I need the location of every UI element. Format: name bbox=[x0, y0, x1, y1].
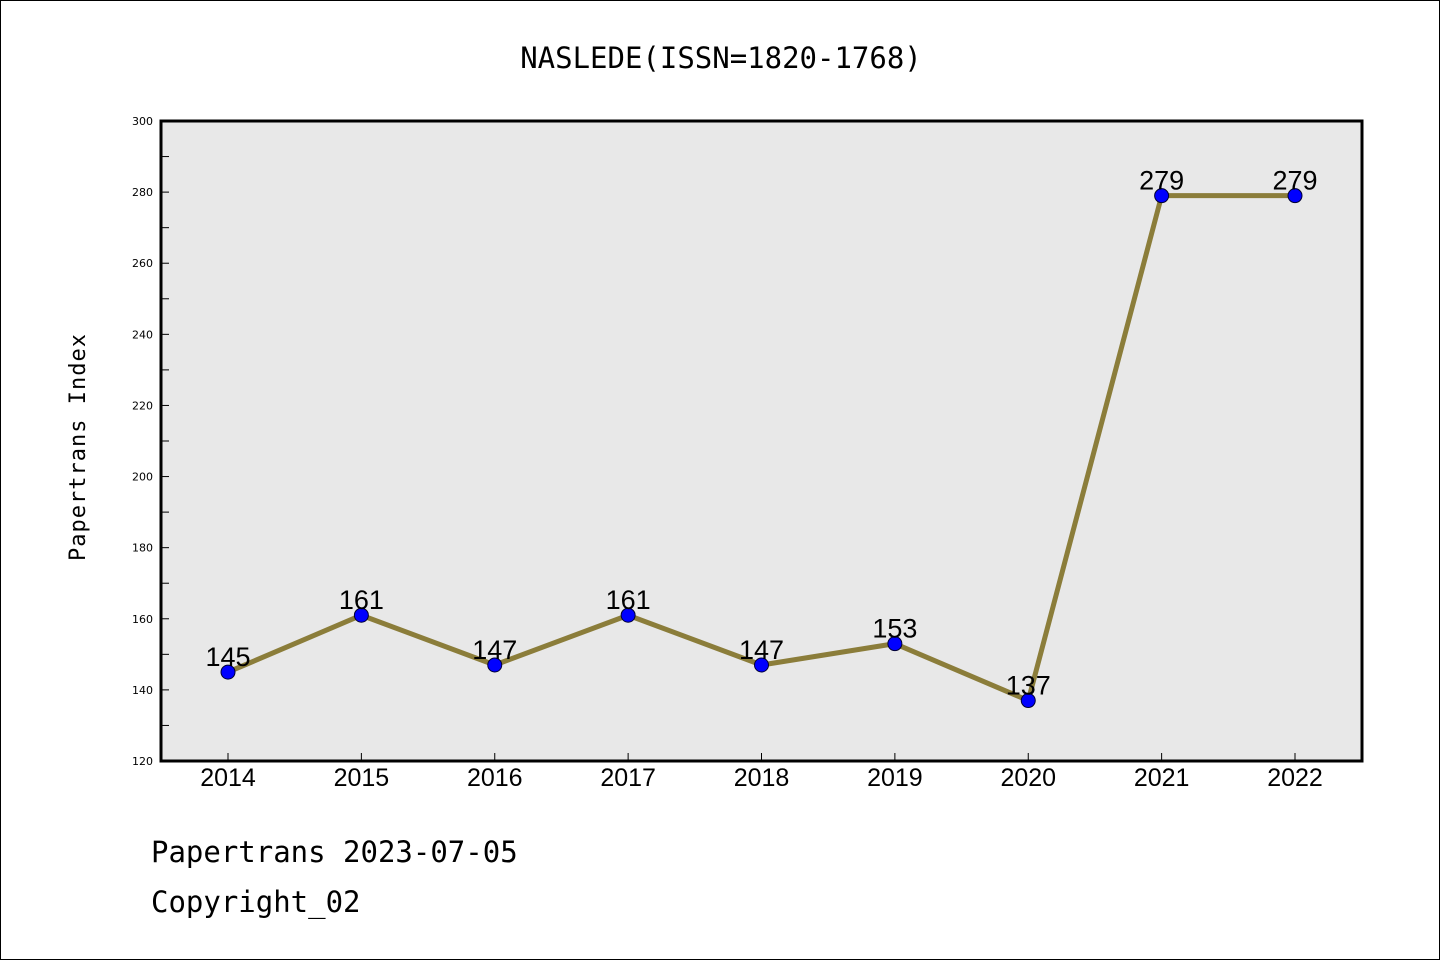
footer-date: Papertrans 2023-07-05 bbox=[151, 835, 518, 869]
y-axis-label: Papertrans Index bbox=[66, 333, 91, 561]
data-label: 279 bbox=[1139, 166, 1184, 196]
data-point bbox=[220, 664, 236, 680]
data-point bbox=[1154, 188, 1170, 204]
y-tick-label: 240 bbox=[132, 328, 153, 341]
y-tick-label: 160 bbox=[132, 613, 153, 626]
data-point bbox=[487, 657, 503, 673]
x-tick-label: 2016 bbox=[467, 764, 523, 792]
plot-area bbox=[159, 119, 1364, 763]
y-tick-label: 180 bbox=[132, 542, 153, 555]
data-point bbox=[887, 636, 903, 652]
data-label: 153 bbox=[872, 614, 917, 644]
x-tick-label: 2021 bbox=[1134, 764, 1190, 792]
y-tick-label: 200 bbox=[132, 471, 153, 484]
data-label: 147 bbox=[739, 635, 784, 665]
data-point bbox=[353, 607, 369, 623]
x-tick-label: 2022 bbox=[1267, 764, 1323, 792]
x-tick-label: 2015 bbox=[334, 764, 390, 792]
data-point bbox=[754, 657, 769, 673]
x-tick-label: 2020 bbox=[1000, 764, 1056, 792]
y-tick-label: 120 bbox=[132, 755, 153, 768]
data-point bbox=[1287, 188, 1303, 204]
data-markers bbox=[220, 188, 1303, 709]
data-label: 161 bbox=[606, 585, 651, 615]
x-tick-label: 2018 bbox=[734, 764, 790, 792]
y-tick-label: 280 bbox=[132, 186, 153, 199]
data-point bbox=[620, 607, 636, 623]
chart-title: NASLEDE(ISSN=1820-1768) bbox=[520, 41, 922, 75]
data-label: 161 bbox=[339, 585, 384, 615]
y-tick-label: 300 bbox=[132, 115, 153, 128]
data-label: 137 bbox=[1006, 671, 1051, 701]
data-label: 279 bbox=[1272, 166, 1317, 196]
y-tick-label: 220 bbox=[132, 399, 153, 412]
x-tick-label: 2017 bbox=[600, 764, 656, 792]
x-tick-label: 2019 bbox=[867, 764, 923, 792]
data-point bbox=[1020, 693, 1036, 709]
data-label: 145 bbox=[205, 642, 250, 672]
footer-copyright: Copyright_02 bbox=[151, 885, 361, 919]
y-axis-ticks: 120 140 160 180 200 220 240 260 280 300 bbox=[132, 115, 169, 768]
x-tick-label: 2014 bbox=[200, 764, 256, 792]
y-tick-label: 260 bbox=[132, 257, 153, 270]
data-label: 147 bbox=[472, 635, 517, 665]
x-axis-ticks: 2014 2015 2016 2017 2018 2019 2020 2021 2022 bbox=[200, 753, 1323, 792]
y-tick-label: 140 bbox=[132, 684, 153, 697]
data-labels: 145 161 147 161 147 153 137 279 279 bbox=[205, 166, 1317, 701]
